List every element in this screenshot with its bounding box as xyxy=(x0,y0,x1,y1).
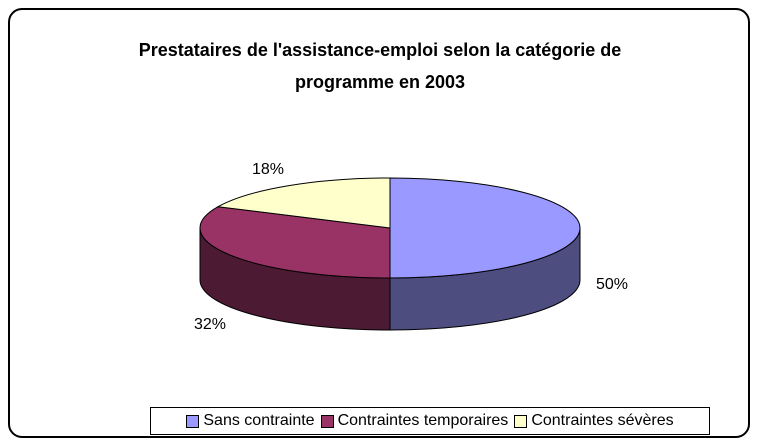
chart-title: Prestataires de l'assistance-emploi selo… xyxy=(138,40,622,92)
legend-label: Sans contrainte xyxy=(203,412,315,429)
legend-item: Contraintes temporaires xyxy=(320,412,509,430)
legend-label: Contraintes sévères xyxy=(531,412,674,429)
chart-frame xyxy=(8,8,750,438)
legend-swatch xyxy=(320,414,334,428)
legend-item: Contraintes sévères xyxy=(514,412,674,430)
pie-slice xyxy=(216,177,391,229)
data-label: 50% xyxy=(596,276,628,293)
data-label: 32% xyxy=(194,316,226,333)
legend-item: Sans contrainte xyxy=(186,412,315,430)
data-label: 18% xyxy=(252,161,284,178)
legend: Sans contrainte Contraintes temporaires Co… xyxy=(150,407,710,435)
pie-slice xyxy=(199,206,391,279)
legend-label: Contraintes temporaires xyxy=(337,412,509,429)
legend-swatch xyxy=(186,414,200,428)
pie-slice xyxy=(389,177,581,279)
legend-swatch xyxy=(514,414,528,428)
